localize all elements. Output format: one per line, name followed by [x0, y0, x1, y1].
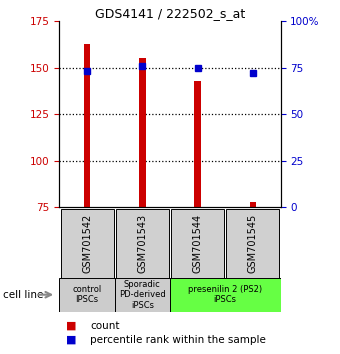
Text: GSM701543: GSM701543	[137, 214, 147, 273]
Bar	[84, 44, 90, 207]
Text: count: count	[90, 321, 120, 331]
Bar	[226, 209, 279, 278]
Text: cell line: cell line	[3, 290, 44, 300]
Bar	[139, 58, 146, 207]
Title: GDS4141 / 222502_s_at: GDS4141 / 222502_s_at	[95, 7, 245, 20]
Text: presenilin 2 (PS2)
iPSCs: presenilin 2 (PS2) iPSCs	[188, 285, 262, 304]
Bar	[250, 201, 256, 207]
Bar	[170, 278, 280, 312]
Bar	[116, 209, 169, 278]
Bar	[171, 209, 224, 278]
Bar	[59, 278, 115, 312]
Text: GSM701542: GSM701542	[82, 214, 92, 273]
Text: ■: ■	[66, 321, 77, 331]
Bar	[61, 209, 114, 278]
Text: control
IPSCs: control IPSCs	[72, 285, 102, 304]
Text: GSM701545: GSM701545	[248, 214, 258, 273]
Text: Sporadic
PD-derived
iPSCs: Sporadic PD-derived iPSCs	[119, 280, 166, 310]
Text: ■: ■	[66, 335, 77, 345]
Bar	[194, 81, 201, 207]
Text: percentile rank within the sample: percentile rank within the sample	[90, 335, 266, 345]
Text: GSM701544: GSM701544	[193, 214, 203, 273]
Bar	[115, 278, 170, 312]
